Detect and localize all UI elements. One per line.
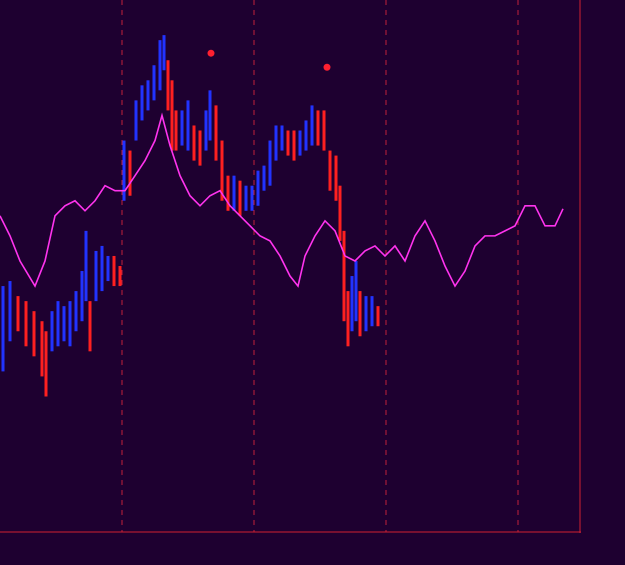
signal-marker [207, 49, 215, 57]
price-bar [280, 125, 284, 151]
price-bar [88, 301, 92, 352]
price-bar [128, 150, 132, 196]
price-bar [204, 110, 208, 151]
price-bar [56, 301, 60, 347]
indicator-line [0, 112, 564, 288]
price-bar [112, 255, 116, 287]
price-bar [238, 180, 242, 216]
price-bar [32, 311, 36, 357]
price-bar [208, 90, 212, 141]
session-separators [121, 0, 519, 532]
price-bar [292, 130, 296, 161]
price-bar [106, 255, 110, 282]
price-bar [146, 80, 150, 111]
price-bar [376, 306, 380, 327]
price-bar [250, 185, 254, 211]
price-bar [50, 311, 54, 352]
price-bar [322, 110, 326, 151]
price-bar [122, 140, 126, 201]
price-bar [44, 331, 48, 397]
price-bar [358, 291, 362, 337]
price-bar [140, 85, 144, 121]
price-bar [40, 321, 44, 377]
price-bar [1, 286, 5, 372]
price-bar [134, 100, 138, 141]
price-bar [338, 185, 342, 241]
price-bar [310, 105, 314, 146]
price-bar [152, 65, 156, 101]
price-bar [256, 170, 260, 206]
price-bar [232, 175, 236, 211]
price-bar [158, 40, 162, 91]
price-bar [8, 281, 12, 342]
price-bar [226, 175, 230, 211]
price-bar [94, 250, 98, 302]
price-bar [198, 130, 202, 166]
price-bar [170, 80, 174, 151]
price-bar [68, 301, 72, 347]
price-bar [162, 35, 166, 71]
plot [0, 35, 564, 397]
price-bar [100, 245, 104, 292]
price-bar [118, 266, 122, 287]
price-bar [370, 296, 374, 327]
price-bar [192, 125, 196, 161]
price-bar [346, 291, 350, 347]
price-bar [354, 260, 358, 322]
price-bar [16, 296, 20, 332]
signal-marker [323, 63, 331, 71]
price-bar [174, 110, 178, 151]
price-bar [24, 301, 28, 347]
price-bar [84, 230, 88, 302]
price-bar [180, 110, 184, 146]
price-bar [298, 130, 302, 156]
price-bar [244, 185, 248, 211]
price-bar [316, 110, 320, 146]
price-bar [304, 120, 308, 151]
price-bar [262, 165, 266, 191]
price-bar [328, 150, 332, 191]
price-bar [268, 140, 272, 186]
price-bar [186, 100, 190, 151]
price-bar [286, 130, 290, 156]
price-bar [62, 306, 66, 342]
price-bar [334, 155, 338, 201]
price-bar [80, 271, 84, 322]
price-bar [364, 296, 368, 332]
price-bar [274, 125, 278, 161]
price-bar [342, 230, 346, 322]
price-bar [214, 105, 218, 161]
price-bar [220, 140, 224, 201]
price-bar [350, 276, 354, 332]
price-bar [166, 60, 170, 111]
price-bar [74, 291, 78, 332]
